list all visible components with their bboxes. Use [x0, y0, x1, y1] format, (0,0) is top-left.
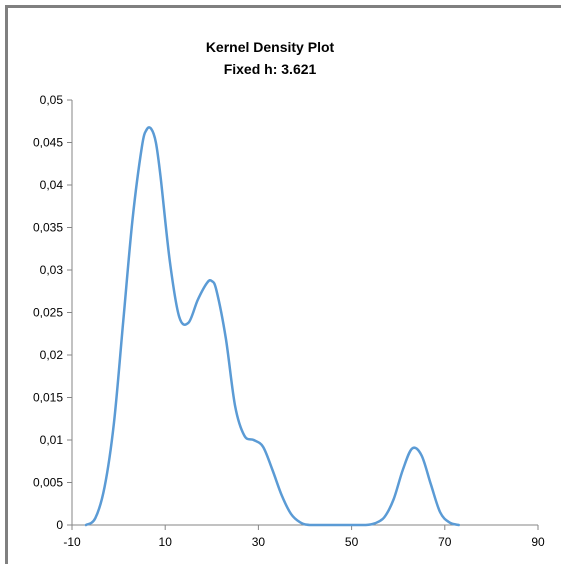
x-tick-label: -10: [63, 535, 81, 549]
x-tick-label: 30: [252, 535, 266, 549]
y-tick-label: 0,01: [40, 433, 64, 447]
y-tick-label: 0,025: [33, 306, 63, 320]
x-tick-label: 10: [159, 535, 173, 549]
y-tick-label: 0,045: [33, 136, 63, 150]
y-tick-label: 0,04: [40, 178, 64, 192]
y-tick-label: 0: [56, 518, 63, 532]
chart-subtitle: Fixed h: 3.621: [224, 61, 317, 77]
y-tick-label: 0,03: [40, 263, 64, 277]
x-tick-label: 90: [531, 535, 545, 549]
x-tick-label: 70: [438, 535, 452, 549]
chart-canvas: Kernel Density Plot Fixed h: 3.621 0 0,00…: [33, 39, 545, 549]
density-curve: [84, 126, 461, 527]
series-layer: [84, 126, 461, 527]
chart-frame: Kernel Density Plot Fixed h: 3.621 0 0,00…: [5, 5, 561, 564]
x-tick-label: 50: [345, 535, 359, 549]
y-tick-label: 0,035: [33, 221, 63, 235]
y-tick-label: 0,05: [40, 93, 64, 107]
y-tick-label: 0,02: [40, 348, 64, 362]
chart-title: Kernel Density Plot: [206, 39, 335, 55]
axes: 0 0,005 0,01 0,015 0,02 0,025 0,03 0,035 0,04 0,0…: [33, 93, 545, 549]
y-tick-label: 0,005: [33, 476, 63, 490]
y-tick-label: 0,015: [33, 391, 63, 405]
